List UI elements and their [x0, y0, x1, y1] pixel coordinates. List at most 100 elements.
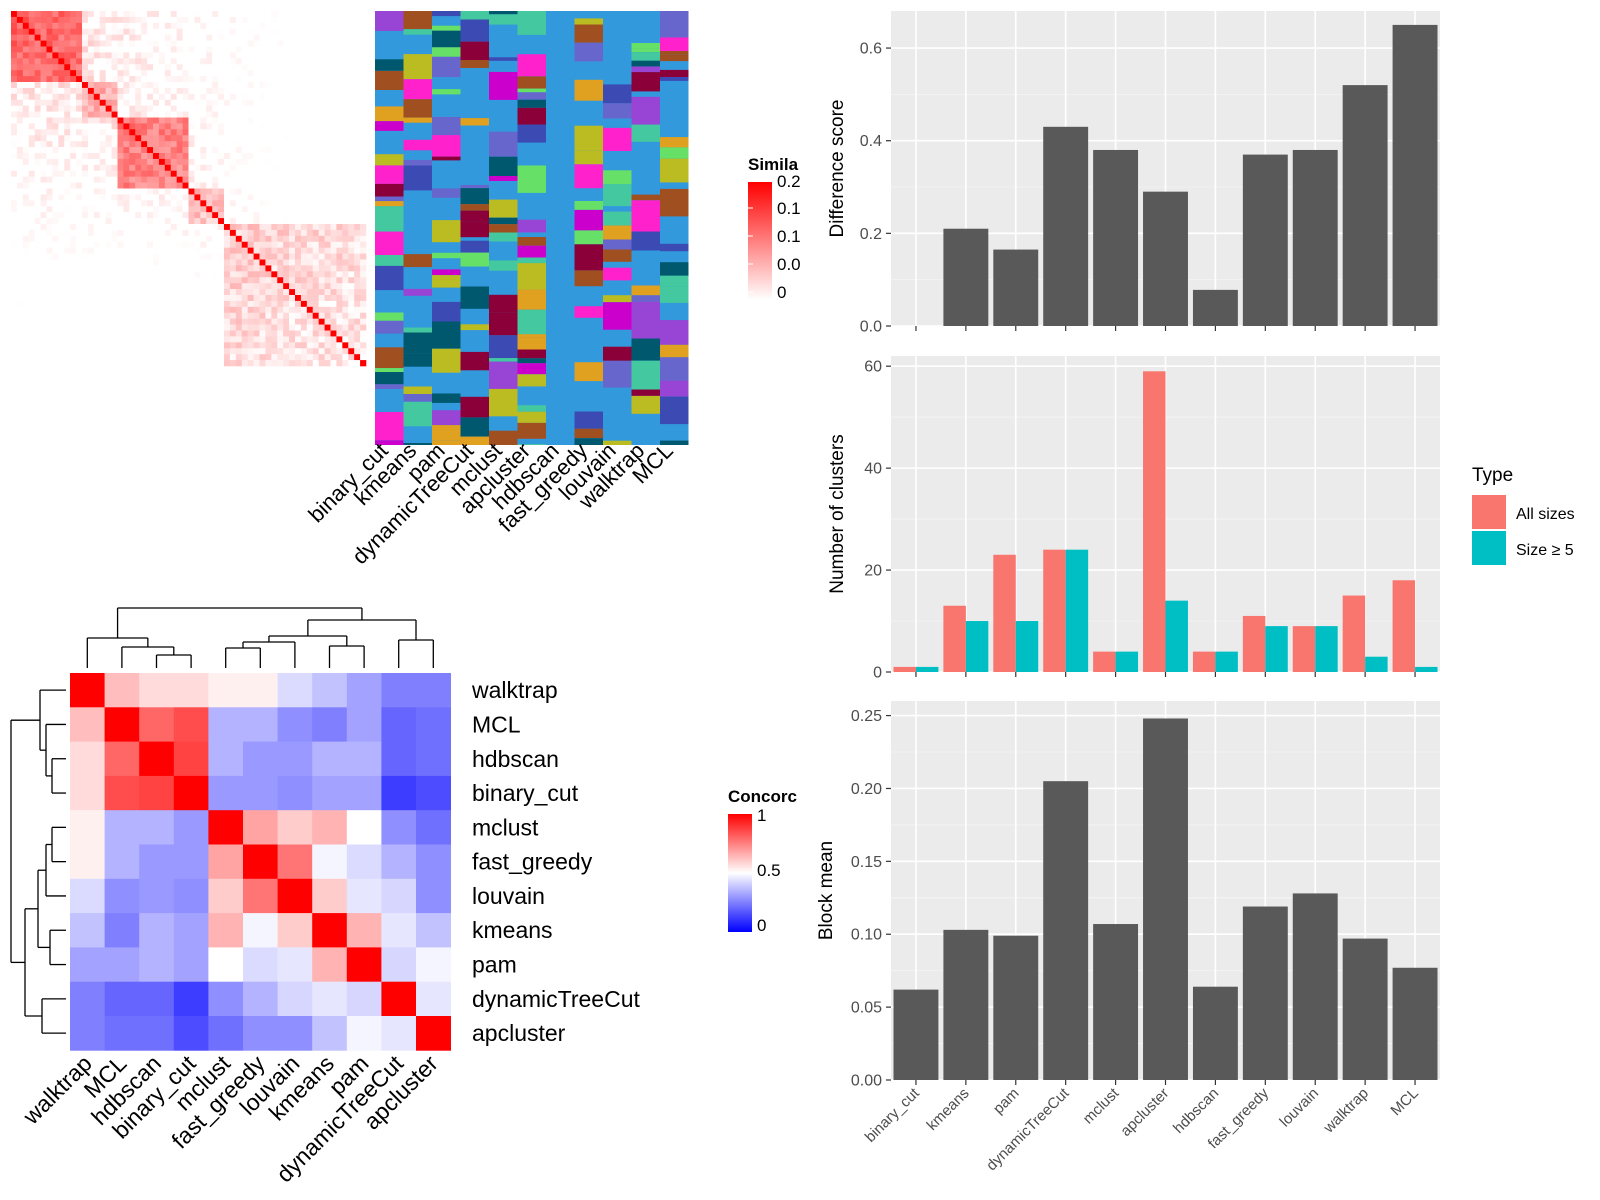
similarity-cell — [99, 34, 106, 41]
concordance-cell — [381, 981, 417, 1017]
similarity-cell — [11, 147, 18, 154]
similarity-cell — [259, 111, 266, 118]
similarity-cell — [354, 235, 361, 243]
similarity-cell — [212, 330, 219, 337]
similarity-cell — [265, 194, 272, 201]
similarity-cell — [70, 218, 77, 225]
concordance-cell — [139, 913, 175, 948]
annotation-segment — [603, 225, 632, 240]
similarity-cell — [34, 87, 41, 95]
similarity-cell — [342, 46, 349, 53]
similarity-cell — [70, 336, 77, 343]
similarity-cell — [188, 117, 195, 124]
similarity-cell — [93, 176, 101, 183]
annotation-segment — [631, 48, 660, 53]
annotation-segment — [631, 124, 660, 142]
similarity-cell — [241, 105, 248, 112]
similarity-cell — [235, 16, 243, 24]
similarity-cell — [99, 117, 106, 124]
concordance-panel: walktrapMCLhdbscanbinary_cutmclustfast_g… — [10, 607, 797, 1187]
similarity-cell — [182, 141, 189, 148]
similarity-cell — [87, 354, 95, 361]
similarity-cell — [360, 147, 367, 154]
similarity-cell — [235, 200, 243, 207]
similarity-cell — [58, 70, 65, 77]
similarity-cell — [271, 22, 278, 30]
similarity-cell — [46, 218, 53, 225]
similarity-cell — [129, 123, 136, 130]
similarity-cell — [229, 348, 237, 355]
similarity-cell — [135, 300, 142, 308]
similarity-cell — [11, 277, 18, 284]
similarity-cell — [212, 206, 219, 213]
similarity-cell — [289, 188, 296, 195]
similarity-cell — [306, 111, 314, 118]
similarity-cell — [247, 164, 254, 172]
similarity-cell — [324, 188, 331, 195]
similarity-cell — [147, 271, 154, 278]
similarity-cell — [300, 176, 308, 183]
similarity-cell — [129, 354, 136, 361]
similarity-cell — [153, 235, 160, 243]
annotation-segment — [517, 54, 546, 77]
similarity-cell — [111, 312, 118, 319]
similarity-cell — [300, 318, 308, 325]
similarity-cell — [11, 360, 18, 367]
similarity-cell — [229, 170, 237, 177]
concordance-cell — [346, 844, 382, 880]
similarity-cell — [235, 76, 243, 83]
similarity-cell — [170, 318, 177, 325]
similarity-cell — [283, 206, 290, 213]
similarity-cell — [318, 289, 325, 296]
similarity-cell — [360, 295, 367, 302]
similarity-cell — [117, 58, 124, 65]
similarity-cell — [22, 241, 30, 248]
similarity-cell — [135, 34, 142, 41]
similarity-cell — [247, 295, 254, 302]
similarity-cell — [259, 87, 266, 95]
similarity-cell — [336, 111, 343, 118]
similarity-cell — [312, 295, 319, 302]
annotation-segment — [631, 60, 660, 67]
annotation-segment — [489, 361, 518, 389]
concordance-cell — [208, 810, 244, 845]
similarity-cell — [117, 265, 124, 272]
similarity-cell — [147, 318, 154, 325]
similarity-cell — [40, 188, 47, 195]
similarity-cell — [348, 188, 355, 195]
similarity-cell — [318, 324, 325, 331]
similarity-cell — [224, 218, 231, 225]
similarity-cell — [93, 87, 101, 95]
similarity-cell — [218, 28, 225, 35]
similarity-cell — [141, 99, 148, 106]
similarity-cell — [40, 253, 47, 260]
similarity-cell — [40, 135, 47, 142]
annotation-segment — [660, 69, 689, 78]
similarity-cell — [141, 259, 148, 266]
similarity-cell — [342, 111, 349, 118]
similarity-cell — [342, 312, 349, 319]
similarity-cell — [277, 52, 284, 59]
similarity-cell — [348, 312, 355, 319]
similarity-cell — [158, 28, 166, 35]
similarity-cell — [306, 34, 314, 41]
similarity-cell — [158, 76, 166, 83]
similarity-cell — [289, 164, 296, 172]
similarity-cell — [194, 87, 201, 95]
similarity-cell — [212, 348, 219, 355]
similarity-cell — [283, 300, 290, 308]
similarity-cell — [289, 354, 296, 361]
similarity-cell — [348, 194, 355, 201]
similarity-cell — [52, 158, 59, 166]
similarity-cell — [34, 318, 41, 325]
similarity-cell — [259, 212, 266, 219]
similarity-cell — [212, 164, 219, 172]
concordance-legend: Concorc 10.50 — [728, 787, 797, 935]
similarity-cell — [342, 206, 349, 213]
similarity-cell — [111, 336, 118, 343]
similarity-cell — [218, 306, 225, 314]
similarity-cell — [229, 135, 237, 142]
concordance-cell — [104, 741, 140, 777]
similarity-cell — [229, 153, 237, 160]
similarity-cell — [16, 318, 24, 325]
